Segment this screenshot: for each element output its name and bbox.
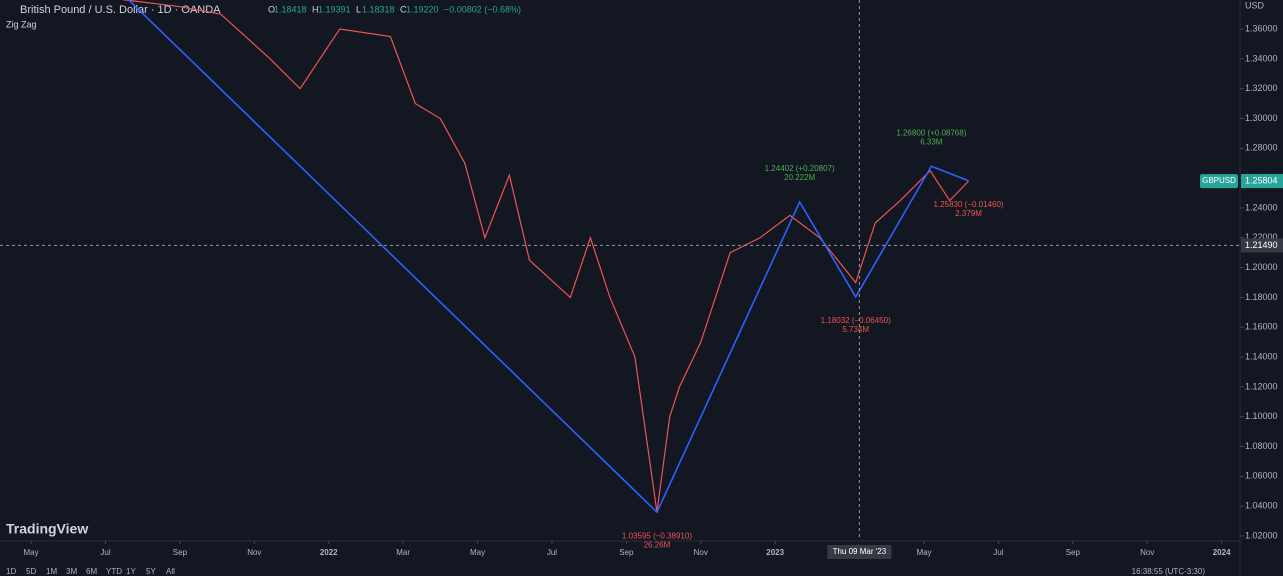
- ohlc-value: 1.19391: [318, 4, 351, 14]
- x-tick-label: Nov: [694, 548, 708, 557]
- range-button[interactable]: 5D: [26, 567, 36, 576]
- x-tick-label: May: [24, 548, 39, 557]
- y-tick-label: 1.04000: [1245, 501, 1278, 511]
- ohlc-value: 1.18318: [362, 4, 395, 14]
- indicator-name[interactable]: Zig Zag: [6, 19, 37, 29]
- ohlc-key: C: [400, 4, 407, 14]
- y-tick-label: 1.22000: [1245, 232, 1278, 242]
- pivot-volume: 5.734M: [842, 325, 869, 334]
- pivot-volume: 26.26M: [644, 540, 671, 549]
- pivot-label: 1.18032 (−0.06450): [821, 316, 891, 325]
- series-line: [128, 0, 969, 514]
- range-button[interactable]: 6M: [86, 567, 97, 576]
- y-tick-label: 1.06000: [1245, 471, 1278, 481]
- x-tick-label: May: [470, 548, 485, 557]
- pivot-volume: 20.222M: [784, 173, 815, 182]
- last-price-box: [1241, 174, 1283, 189]
- x-tick-label: Jul: [100, 548, 110, 557]
- series-line: [121, 0, 969, 513]
- x-tick-label: Nov: [247, 548, 261, 557]
- y-tick-label: 1.34000: [1245, 53, 1278, 63]
- y-tick-label: 1.28000: [1245, 143, 1278, 153]
- y-tick-label: 1.18000: [1245, 292, 1278, 302]
- symbol-badge: [1200, 174, 1238, 189]
- x-tick-label: 2022: [320, 548, 338, 557]
- range-button[interactable]: 1M: [46, 567, 57, 576]
- y-tick-label: 1.12000: [1245, 381, 1278, 391]
- x-tick-label: 2023: [766, 548, 784, 557]
- last-price: 1.25804: [1245, 175, 1278, 185]
- y-tick-label: 1.02000: [1245, 530, 1278, 540]
- x-tick-label: Sep: [1066, 548, 1081, 557]
- y-tick-label: 1.24000: [1245, 202, 1278, 212]
- x-tick-label: Jul: [993, 548, 1003, 557]
- symbol-badge-text: GBPUSD: [1202, 176, 1236, 185]
- y-tick-label: 1.16000: [1245, 322, 1278, 332]
- range-button[interactable]: 1D: [6, 567, 16, 576]
- crosshair-price-box: [1241, 238, 1283, 253]
- range-button[interactable]: YTD: [106, 567, 122, 576]
- pivot-label: 1.26800 (+0.08768): [896, 128, 966, 137]
- pivot-label: 1.24402 (+0.20807): [765, 164, 835, 173]
- ohlc-key: L: [356, 4, 361, 14]
- ohlc-key: O: [268, 4, 275, 14]
- range-button[interactable]: 3M: [66, 567, 77, 576]
- y-tick-label: 1.32000: [1245, 83, 1278, 93]
- ohlc-value: 1.18418: [274, 4, 307, 14]
- y-tick-label: 1.30000: [1245, 113, 1278, 123]
- x-tick-label: Jul: [547, 548, 557, 557]
- ohlc-value: 1.19220: [406, 4, 439, 14]
- x-tick-label: Mar: [396, 548, 410, 557]
- pivot-volume: 6.33M: [920, 137, 943, 146]
- x-tick-label: Sep: [173, 548, 188, 557]
- x-tick-label: Sep: [619, 548, 634, 557]
- y-tick-label: 1.14000: [1245, 351, 1278, 361]
- ohlc-key: H: [312, 4, 319, 14]
- y-tick-label: 1.10000: [1245, 411, 1278, 421]
- range-button[interactable]: 5Y: [146, 567, 156, 576]
- y-tick-label: 1.36000: [1245, 23, 1278, 33]
- x-tick-label: Nov: [1140, 548, 1154, 557]
- symbol[interactable]: British Pound / U.S. Dollar · 1D · OANDA: [20, 4, 221, 16]
- pivot-label: 1.25830 (−0.01460): [934, 200, 1004, 209]
- range-button[interactable]: 1Y: [126, 567, 136, 576]
- clock: 16:38:55 (UTC-3:30): [1132, 567, 1206, 576]
- currency: USD: [1245, 0, 1265, 10]
- pivot-volume: 2.379M: [955, 209, 982, 218]
- y-tick-label: 1.08000: [1245, 441, 1278, 451]
- crosshair-date: Thu 09 Mar '23: [833, 547, 887, 556]
- pivot-label: 1.03595 (−0.38910): [622, 531, 692, 540]
- brand: TradingView: [6, 521, 88, 537]
- y-tick-label: 1.20000: [1245, 262, 1278, 272]
- x-tick-label: May: [916, 548, 931, 557]
- change: −0.00802 (−0.68%): [444, 4, 521, 14]
- range-button[interactable]: All: [166, 567, 175, 576]
- crosshair-price: 1.21490: [1245, 240, 1278, 250]
- x-tick-label: 2024: [1213, 548, 1231, 557]
- crosshair-date-box: [827, 545, 892, 559]
